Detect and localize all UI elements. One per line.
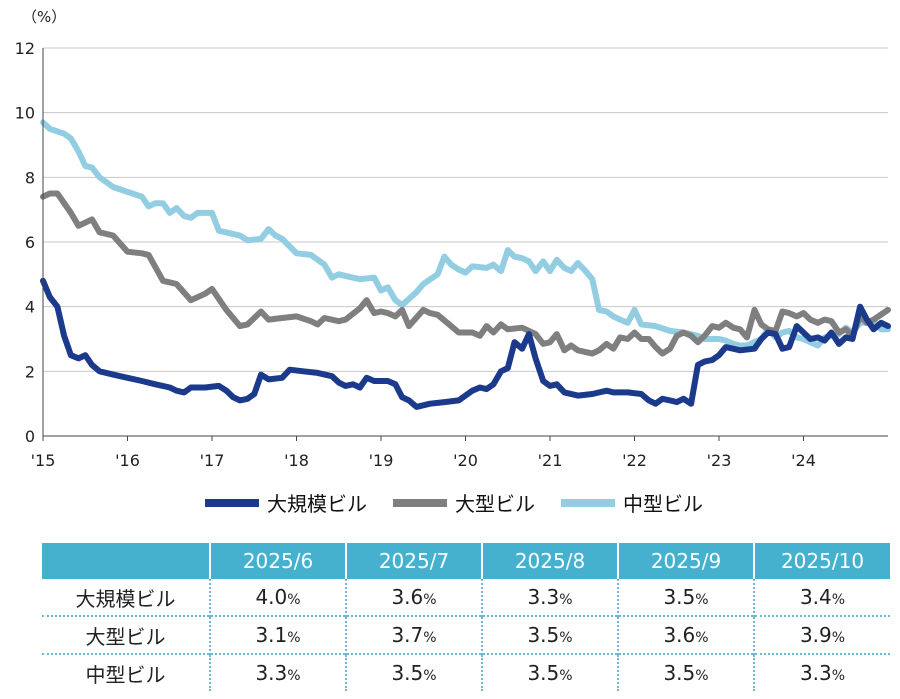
y-tick-label: 0: [25, 427, 35, 446]
table-cell-percent: %: [423, 592, 437, 608]
table-header-2025-6: 2025/6: [209, 543, 346, 579]
table-cell-value: 3.5%: [345, 653, 482, 691]
x-tick-labels: '15 '16 '17 '18 '19 '20 '21 '22 '23 '24: [31, 436, 816, 470]
table-cell-number: 3.7: [391, 623, 424, 647]
table-cell-number: 3.5: [391, 661, 424, 685]
table-cell-value: 3.5%: [617, 653, 754, 691]
y-tick-label: 8: [25, 168, 35, 187]
line-chart: 0 2 4 6 8 10 12 '15 '16 '17 '18 '19 '20 '21 '22 '23 '24…: [15, 8, 891, 470]
series-line-large: [40, 190, 891, 357]
table-cell-value: 3.5%: [481, 615, 618, 654]
legend: 大規模ビル 大型ビル 中型ビル: [205, 488, 703, 517]
x-tick-label: '17: [200, 451, 225, 470]
table-cell-percent: %: [559, 630, 573, 646]
table-cell-number: 3.4: [799, 585, 832, 609]
table-cell-value: 4.0%: [209, 579, 346, 616]
table-row-medium: 中型ビル 3.3% 3.5% 3.5% 3.5% 3.3%: [42, 653, 890, 691]
table-cell-percent: %: [287, 630, 301, 646]
table-header-2025-7: 2025/7: [345, 543, 482, 579]
x-tick-label: '15: [31, 451, 56, 470]
table-header-row: 2025/6 2025/7 2025/8 2025/9 2025/10: [42, 543, 890, 579]
y-tick-labels: 0 2 4 6 8 10 12: [15, 39, 35, 446]
legend-label-large: 大型ビル: [455, 492, 535, 516]
table-cell-percent: %: [831, 668, 846, 684]
table-header-2025-8: 2025/8: [481, 543, 618, 579]
x-tick-label: '23: [707, 451, 732, 470]
table-cell-value: 3.1%: [209, 615, 346, 654]
table-cell-value: 3.3%: [481, 579, 618, 616]
table-row-large-scale: 大規模ビル 4.0% 3.6% 3.3% 3.5% 3.4%: [42, 579, 890, 616]
table-cell-percent: %: [287, 592, 301, 608]
legend-swatch-large-scale: [205, 498, 259, 507]
table-cell-value: 3.6%: [617, 615, 754, 654]
x-tick-label: '16: [115, 451, 140, 470]
x-tick-label: '21: [538, 451, 563, 470]
legend-item-large: 大型ビル: [393, 488, 535, 517]
series-lines: [40, 119, 891, 410]
legend-swatch-medium: [561, 498, 615, 507]
table-cell-value: 3.5%: [481, 653, 618, 691]
table-cell-percent: %: [695, 630, 709, 646]
table-row-label: 大規模ビル: [75, 586, 176, 611]
table-cell-value: 3.3%: [209, 653, 346, 691]
y-tick-label: 2: [25, 362, 35, 381]
table-cell-value: 3.5%: [617, 579, 754, 616]
table-cell-number: 3.1: [255, 623, 288, 647]
table-cell-number: 3.6: [663, 623, 696, 647]
table-cell-percent: %: [831, 630, 846, 646]
vacancy-table: 2025/6 2025/7 2025/8 2025/9 2025/10 大規模ビ…: [42, 543, 890, 691]
x-tick-label: '22: [622, 451, 647, 470]
x-tick-label: '24: [791, 451, 816, 470]
table-cell-percent: %: [559, 668, 573, 684]
table-cell-number: 3.5: [527, 661, 560, 685]
table-cell-percent: %: [831, 592, 846, 608]
y-tick-label: 4: [25, 298, 35, 317]
y-tick-label: 6: [25, 233, 35, 252]
y-tick-label: 12: [15, 39, 35, 58]
table-cell-number: 3.3: [527, 585, 560, 609]
table-cell-percent: %: [423, 630, 437, 646]
x-tick-label: '20: [453, 451, 478, 470]
series-line-medium: [40, 119, 891, 349]
table-cell-percent: %: [287, 668, 301, 684]
table-cell-value: 3.7%: [345, 615, 482, 654]
table-cell-number: 3.6: [391, 585, 424, 609]
table-cell-number: 3.5: [527, 623, 560, 647]
table-row-label: 大型ビル: [42, 615, 210, 654]
table-header-2025-9: 2025/9: [617, 543, 754, 579]
series-line-large-scale: [40, 277, 891, 410]
legend-swatch-large: [393, 498, 447, 507]
x-tick-label: '19: [369, 451, 394, 470]
table-header-blank: [42, 543, 210, 579]
table-cell-number: 3.9: [799, 623, 832, 647]
table-cell-percent: %: [559, 592, 573, 608]
table-cell-value: 3.6%: [345, 579, 482, 616]
y-tick-label: 10: [15, 104, 35, 123]
table-row-large: 大型ビル 3.1% 3.7% 3.5% 3.6% 3.9%: [42, 615, 890, 654]
table-header-2025-10: 2025/10: [753, 543, 890, 579]
table-cell-value: 3.3%: [753, 653, 890, 691]
legend-label-large-scale: 大規模ビル: [267, 492, 367, 516]
table-cell-number: 3.5: [663, 661, 696, 685]
table-cell-number: 3.3: [255, 661, 288, 685]
y-unit-label: （%）: [22, 8, 66, 26]
legend-label-medium: 中型ビル: [623, 492, 703, 516]
table-cell-value: 3.9%: [753, 615, 890, 654]
table-cell-percent: %: [695, 592, 709, 608]
table-cell-number: 3.5: [663, 585, 696, 609]
grid-lines: [43, 47, 888, 372]
x-tick-label: '18: [284, 451, 309, 470]
table-cell-percent: %: [423, 668, 437, 684]
table-cell-value: 3.4%: [753, 579, 890, 616]
table-row-label: 中型ビル: [42, 653, 210, 691]
table-cell-percent: %: [695, 668, 709, 684]
legend-item-large-scale: 大規模ビル: [205, 488, 367, 517]
legend-item-medium: 中型ビル: [561, 488, 703, 517]
table-cell-number: 3.3: [799, 661, 832, 685]
table-cell-number: 4.0: [255, 585, 288, 609]
